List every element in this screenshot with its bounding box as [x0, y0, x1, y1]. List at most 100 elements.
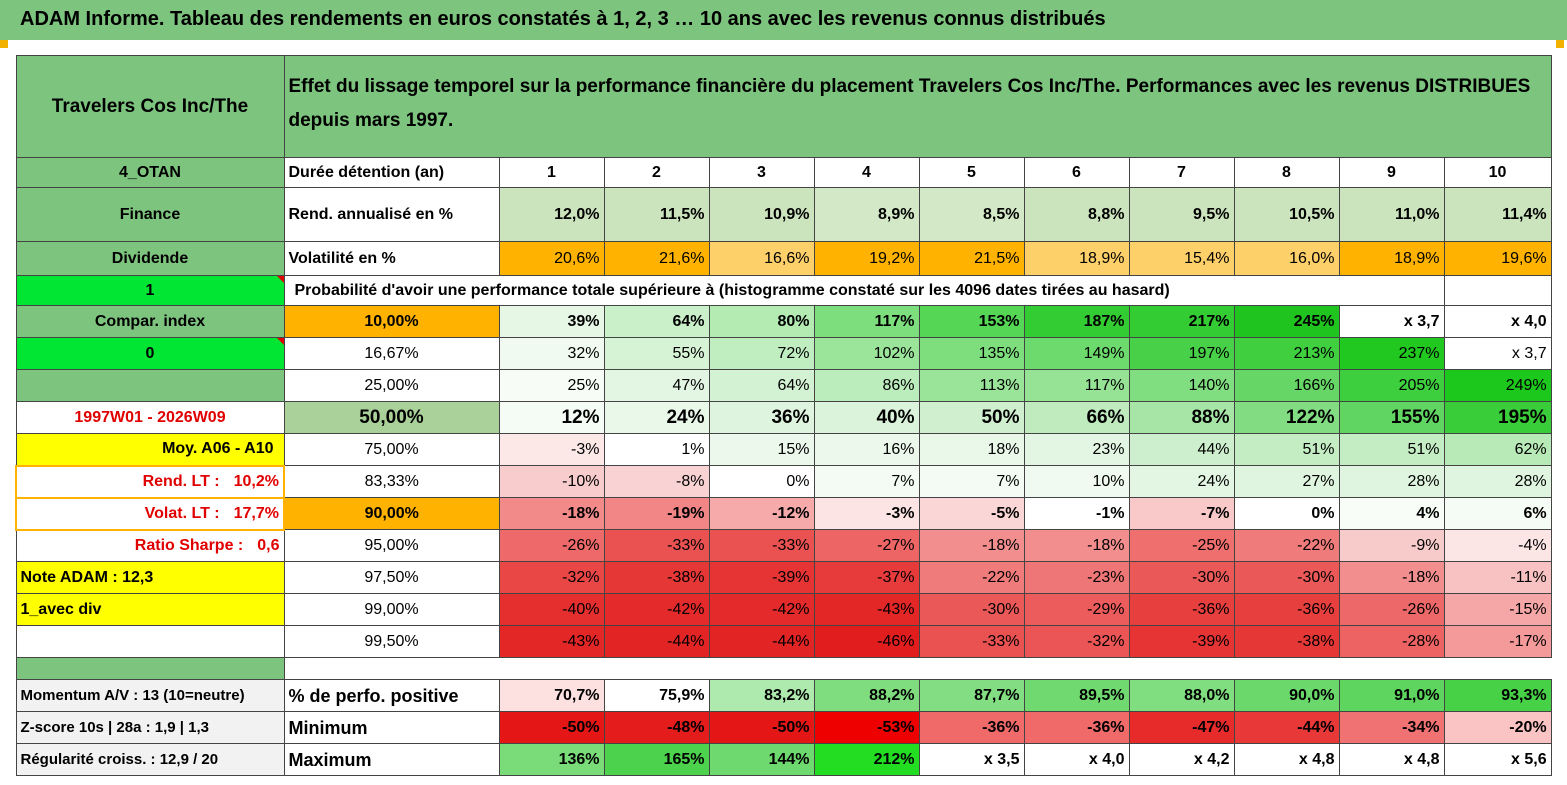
duration-row: 4_OTAN Durée détention (an) 1 2 3 4 5 6 7 8 9 10: [15, 157, 1552, 188]
probability-cell: -30%: [1128, 561, 1235, 594]
spacer-cell: [15, 657, 285, 680]
probability-cell: 27%: [1233, 465, 1340, 498]
probability-cell: 1%: [603, 433, 710, 466]
volatility-cell: 21,5%: [918, 241, 1025, 276]
corner-mark: [1556, 40, 1564, 48]
summary-label: Z-score 10s | 28a : 1,9 | 1,3: [15, 711, 285, 744]
summary-cell: 88,2%: [813, 679, 920, 712]
probability-cell: x 3,7: [1443, 337, 1552, 370]
summary-cell: 87,7%: [918, 679, 1025, 712]
side-label: Finance: [15, 187, 285, 242]
side-label: 4_OTAN: [15, 157, 285, 188]
probability-cell: 39%: [498, 305, 605, 338]
summary-cell: -36%: [918, 711, 1025, 744]
probability-cell: -27%: [813, 529, 920, 562]
probability-row: 1997W01 - 2026W09 50,00% 12% 24% 36% 40% 50% 66…: [15, 401, 1552, 434]
probability-cell: 7%: [813, 465, 920, 498]
volatility-cell: 19,2%: [813, 241, 920, 276]
row-label: Maximum: [283, 743, 500, 776]
annual-return-cell: 11,4%: [1443, 187, 1552, 242]
side-label: 1_avec div: [15, 593, 285, 626]
year-header: 10: [1443, 157, 1552, 188]
row-label: Rend. annualisé en %: [283, 187, 500, 242]
summary-cell: 93,3%: [1443, 679, 1552, 712]
header-row: Travelers Cos Inc/The Effet du lissage t…: [15, 55, 1552, 158]
probability-cell: -39%: [708, 561, 815, 594]
summary-cell: -50%: [708, 711, 815, 744]
probability-cell: -1%: [1023, 497, 1130, 530]
summary-cell: -36%: [1023, 711, 1130, 744]
threshold-cell: 75,00%: [283, 433, 500, 466]
volatility-cell: 18,9%: [1338, 241, 1445, 276]
probability-cell: -29%: [1023, 593, 1130, 626]
probability-cell: -18%: [918, 529, 1025, 562]
row-label: Minimum: [283, 711, 500, 744]
probability-cell: 117%: [813, 305, 920, 338]
row-label: % de perfo. positive: [283, 679, 500, 712]
threshold-cell: 90,00%: [283, 497, 500, 530]
probability-cell: -44%: [708, 625, 815, 658]
probability-cell: -18%: [1023, 529, 1130, 562]
threshold-cell: 97,50%: [283, 561, 500, 594]
summary-cell: 144%: [708, 743, 815, 776]
probability-cell: -28%: [1338, 625, 1445, 658]
probability-row: Ratio Sharpe :0,6 95,00% -26% -33% -33% -27% -…: [15, 529, 1552, 562]
probability-cell: -8%: [603, 465, 710, 498]
probability-cell: -26%: [498, 529, 605, 562]
probability-cell: 6%: [1443, 497, 1552, 530]
year-header: 9: [1338, 157, 1445, 188]
probability-cell: 187%: [1023, 305, 1130, 338]
empty-cell: [1339, 275, 1445, 306]
volatility-cell: 16,0%: [1233, 241, 1340, 276]
summary-cell: -48%: [603, 711, 710, 744]
side-label: Dividende: [15, 241, 285, 276]
probability-cell: 25%: [498, 369, 605, 402]
row-label: Durée détention (an): [283, 157, 500, 188]
annual-return-cell: 10,9%: [708, 187, 815, 242]
spacer-row: [15, 657, 1552, 680]
side-label: Compar. index: [15, 305, 285, 338]
summary-cell: x 5,6: [1443, 743, 1552, 776]
probability-cell: 155%: [1338, 401, 1445, 434]
probability-cell: 122%: [1233, 401, 1340, 434]
side-label: 1: [15, 275, 285, 306]
summary-cell: x 4,8: [1338, 743, 1445, 776]
threshold-cell: 16,67%: [283, 337, 500, 370]
probability-cell: -25%: [1128, 529, 1235, 562]
annual-return-cell: 9,5%: [1128, 187, 1235, 242]
probability-cell: 24%: [603, 401, 710, 434]
threshold-cell: 99,00%: [283, 593, 500, 626]
probability-cell: 47%: [603, 369, 710, 402]
company-name: Travelers Cos Inc/The: [15, 55, 285, 158]
report-title: ADAM Informe. Tableau des rendements en …: [20, 8, 1106, 30]
spacer-cell: [284, 657, 1552, 680]
probability-cell: 28%: [1443, 465, 1552, 498]
volatility-cell: 19,6%: [1443, 241, 1552, 276]
summary-cell: 88,0%: [1128, 679, 1235, 712]
summary-cell: -20%: [1443, 711, 1552, 744]
year-header: 5: [918, 157, 1025, 188]
probability-cell: 32%: [498, 337, 605, 370]
probability-header-row: 1 Probabilité d'avoir une performance tot…: [15, 275, 1552, 306]
probability-cell: 117%: [1023, 369, 1130, 402]
summary-cell: 212%: [813, 743, 920, 776]
annual-return-cell: 12,0%: [498, 187, 605, 242]
probability-cell: -46%: [813, 625, 920, 658]
summary-cell: x 4,0: [1023, 743, 1130, 776]
probability-cell: -18%: [1338, 561, 1445, 594]
probability-cell: 245%: [1233, 305, 1340, 338]
probability-cell: -3%: [813, 497, 920, 530]
threshold-cell: 25,00%: [283, 369, 500, 402]
summary-row: Momentum A/V : 13 (10=neutre)% de perfo.…: [15, 679, 1552, 712]
annual-return-cell: 8,9%: [813, 187, 920, 242]
probability-cell: -40%: [498, 593, 605, 626]
probability-cell: 88%: [1128, 401, 1235, 434]
corner-mark: [0, 40, 8, 48]
probability-cell: 51%: [1338, 433, 1445, 466]
probability-cell: 113%: [918, 369, 1025, 402]
probability-cell: x 3,7: [1338, 305, 1445, 338]
probability-cell: -33%: [918, 625, 1025, 658]
row-label: Volatilité en %: [283, 241, 500, 276]
probability-cell: 213%: [1233, 337, 1340, 370]
threshold-cell: 95,00%: [283, 529, 500, 562]
